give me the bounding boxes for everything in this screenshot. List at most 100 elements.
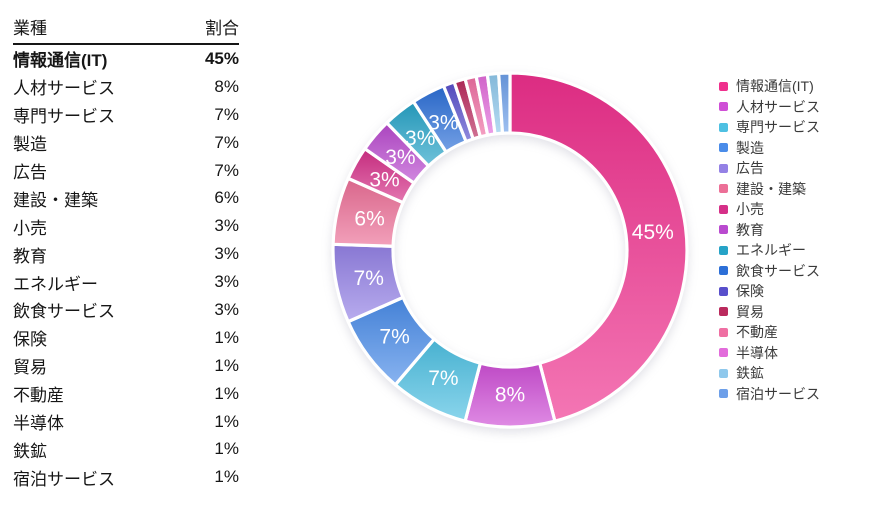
legend-label: 人材サービス: [736, 98, 820, 115]
legend-swatch: [719, 286, 728, 296]
legend-item: 広告: [719, 158, 820, 179]
table-cell-industry: 飲食サービス: [13, 302, 115, 322]
table-cell-industry: 宿泊サービス: [13, 469, 115, 489]
legend-label: 情報通信(IT): [736, 78, 814, 95]
legend-swatch: [719, 122, 728, 132]
legend-swatch: [719, 143, 728, 153]
legend-label: 貿易: [736, 303, 764, 320]
legend-label: 専門サービス: [736, 119, 820, 136]
legend-label: 半導体: [736, 344, 778, 361]
legend-item: 不動産: [719, 322, 820, 343]
table-cell-industry: 不動産: [13, 386, 64, 406]
legend-label: 教育: [736, 221, 764, 238]
legend-label: 小売: [736, 201, 764, 218]
table-cell-share: 1%: [214, 439, 239, 459]
legend-label: 宿泊サービス: [736, 385, 820, 402]
table-cell-share: 8%: [214, 76, 239, 96]
table-body: 情報通信(IT) 45% 人材サービス 8% 専門サービス 7% 製造 7% 広告 7% 建設・建築…: [13, 45, 239, 491]
legend-label: 建設・建築: [736, 180, 806, 197]
legend-swatch: [719, 163, 728, 173]
table-cell-share: 3%: [214, 299, 239, 319]
legend-swatch: [719, 225, 728, 235]
slice-percent-label: 3%: [369, 169, 399, 192]
table-row: 専門サービス 7%: [13, 101, 239, 129]
table-cell-industry: 広告: [13, 163, 47, 182]
table-cell-share: 3%: [214, 272, 239, 292]
table-cell-industry: 教育: [13, 246, 47, 266]
legend-swatch: [719, 184, 728, 194]
slice-percent-label: 7%: [354, 267, 384, 290]
legend-item: エネルギー: [719, 240, 820, 261]
legend-item: 宿泊サービス: [719, 384, 820, 405]
table-cell-share: 7%: [214, 160, 239, 180]
table-cell-industry: 鉄鉱: [13, 441, 47, 461]
legend-item: 製造: [719, 138, 820, 159]
table-row: 保険 1%: [13, 324, 239, 352]
legend-swatch: [719, 368, 728, 378]
table-row: 宿泊サービス 1%: [13, 463, 239, 491]
legend-item: 鉄鉱: [719, 363, 820, 384]
table-row: 情報通信(IT) 45%: [13, 45, 239, 73]
table-row: 小売 3%: [13, 212, 239, 240]
legend-item: 半導体: [719, 343, 820, 364]
slice-percent-label: 45%: [632, 221, 674, 244]
table-cell-share: 6%: [214, 188, 239, 208]
legend-label: 保険: [736, 283, 764, 300]
legend-swatch: [719, 266, 728, 276]
table-cell-industry: 建設・建築: [13, 190, 98, 210]
legend-label: 広告: [736, 160, 764, 177]
table-row: 半導体 1%: [13, 408, 239, 436]
legend-swatch: [719, 102, 728, 112]
legend-swatch: [719, 348, 728, 358]
table-cell-share: 7%: [214, 132, 239, 152]
slice-percent-label: 3%: [428, 112, 458, 135]
table-cell-industry: 半導体: [13, 414, 64, 434]
table-cell-industry: エネルギー: [13, 274, 98, 294]
legend-label: 飲食サービス: [736, 262, 820, 279]
table-cell-industry: 専門サービス: [13, 107, 115, 127]
legend-swatch: [719, 204, 728, 214]
chart-legend: 情報通信(IT) 人材サービス 専門サービス製造 広告建設・建築小売教育エネルギー飲食…: [719, 76, 820, 404]
legend-swatch: [719, 245, 728, 255]
table-row: 貿易 1%: [13, 352, 239, 380]
table-cell-share: 45%: [204, 48, 239, 68]
table-cell-share: 1%: [214, 327, 239, 347]
table-cell-industry: 人材サービス: [13, 79, 115, 99]
slice-percent-label: 3%: [405, 127, 435, 150]
legend-item: 教育: [719, 220, 820, 241]
slice-percent-label: 7%: [379, 325, 409, 348]
table-cell-share: 1%: [214, 467, 239, 487]
legend-item: 建設・建築: [719, 179, 820, 200]
table-row: 教育 3%: [13, 240, 239, 268]
legend-swatch: [719, 327, 728, 337]
donut-slice: [508, 71, 689, 423]
table-cell-industry: 製造: [13, 135, 47, 155]
table-header-row: 業種 割合: [13, 12, 239, 45]
donut-slices-group: [331, 71, 689, 429]
legend-swatch: [719, 389, 728, 399]
legend-label: 不動産: [736, 324, 778, 341]
table-row: 不動産 1%: [13, 380, 239, 408]
legend-item: 飲食サービス: [719, 261, 820, 282]
slice-percent-label: 6%: [354, 207, 384, 230]
table-cell-share: 3%: [214, 244, 239, 264]
donut-slice: [497, 71, 512, 135]
table-cell-share: 1%: [214, 411, 239, 431]
legend-label: エネルギー: [736, 242, 806, 259]
table-cell-share: 3%: [214, 216, 239, 236]
industry-share-table: 業種 割合 情報通信(IT) 45% 人材サービス 8% 専門サービス 7% 製造 7% 広告 7…: [13, 12, 239, 491]
table-row: 製造 7%: [13, 129, 239, 157]
table-row: 鉄鉱 1%: [13, 435, 239, 463]
table-row: 建設・建築 6%: [13, 184, 239, 212]
table-cell-industry: 保険: [13, 330, 47, 350]
table-cell-industry: 小売: [13, 218, 47, 238]
slice-percent-label: 3%: [385, 146, 415, 169]
legend-item: 専門サービス: [719, 117, 820, 138]
slice-percent-label: 7%: [428, 367, 458, 390]
legend-item: 保険: [719, 281, 820, 302]
legend-label: 鉄鉱: [736, 365, 764, 382]
table-row: エネルギー 3%: [13, 268, 239, 296]
slice-percent-label: 8%: [495, 383, 525, 406]
